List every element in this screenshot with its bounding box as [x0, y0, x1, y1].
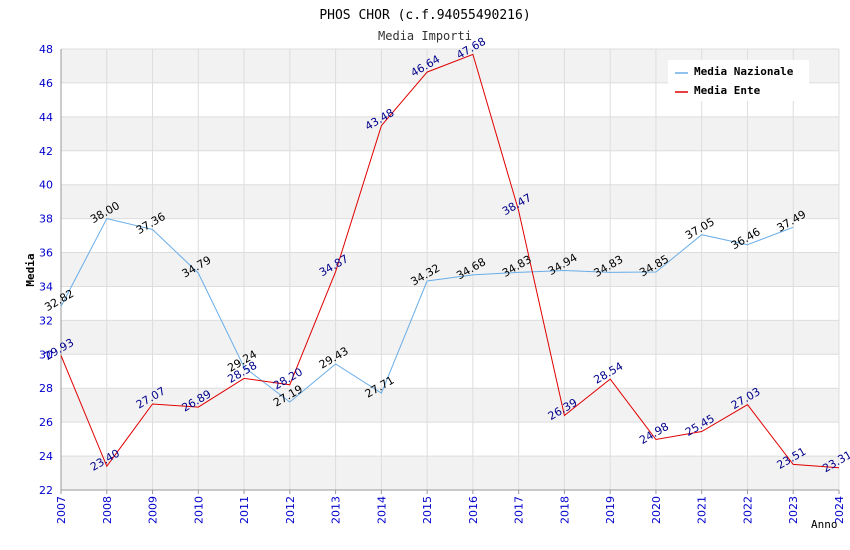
legend-box: [668, 60, 809, 101]
x-tick-label: 2009: [147, 496, 160, 524]
x-tick-label: 2011: [238, 496, 251, 524]
y-tick-label: 36: [39, 247, 53, 260]
y-tick-label: 38: [39, 213, 53, 226]
grid-band: [61, 456, 839, 490]
legend: Media Nazionale Media Ente: [668, 60, 809, 101]
data-label-media-ente: 29.93: [42, 336, 76, 363]
x-tick-label: 2016: [467, 496, 480, 524]
y-tick-label: 32: [39, 314, 53, 327]
x-tick-label: 2008: [101, 496, 114, 524]
chart-title: PHOS CHOR (c.f.94055490216): [319, 8, 530, 23]
data-label-media-nazionale: 37.05: [683, 215, 717, 242]
x-tick-label: 2010: [192, 496, 205, 524]
x-tick-label: 2022: [741, 496, 754, 524]
x-tick-label: 2017: [513, 496, 526, 524]
x-tick-label: 2020: [650, 496, 663, 524]
grid-band: [61, 388, 839, 423]
x-tick-label: 2013: [330, 496, 343, 524]
x-tick-label: 2021: [696, 496, 709, 524]
grid-band: [61, 116, 839, 151]
data-label-media-nazionale: 36.46: [729, 225, 763, 252]
grid-band: [61, 320, 839, 355]
axes: [60, 49, 840, 494]
y-tick-label: 40: [39, 179, 53, 192]
chart-subtitle: Media Importi: [378, 29, 472, 43]
grid-band: [61, 184, 839, 219]
x-tick-label: 2015: [421, 496, 434, 524]
x-tick-label: 2014: [375, 496, 388, 524]
data-label-media-ente: 28.54: [592, 360, 626, 387]
series-line-media-nazionale: [60, 218, 794, 403]
data-label-media-ente: 24.98: [637, 420, 671, 447]
y-axis-label: Media: [24, 253, 37, 286]
y-tick-label: 22: [39, 484, 53, 497]
y-tick-labels: 22 24 26 28 30 32 34 36 38 40 42 44 46 48: [39, 43, 53, 497]
x-tick-label: 2012: [284, 496, 297, 524]
y-tick-label: 48: [39, 43, 53, 56]
x-tick-label: 2007: [55, 496, 68, 524]
legend-label-media-ente: Media Ente: [694, 84, 761, 97]
x-tick-labels: 2007 2008 2009 2010 2011 2012 2013 2014 2015 2016…: [55, 496, 846, 524]
grid-band: [61, 252, 839, 287]
y-tick-label: 46: [39, 77, 53, 90]
x-tick-label: 2024: [833, 496, 846, 524]
y-tick-label: 30: [39, 348, 53, 361]
x-tick-label: 2018: [558, 496, 571, 524]
x-axis-label: Anno: [811, 518, 838, 531]
y-tick-label: 26: [39, 416, 53, 429]
y-tick-label: 42: [39, 145, 53, 158]
y-tick-label: 34: [39, 280, 53, 293]
y-tick-label: 28: [39, 382, 53, 395]
x-tick-label: 2019: [604, 496, 617, 524]
x-tick-label: 2023: [787, 496, 800, 524]
series-lines: [60, 53, 840, 469]
grid-bands: [61, 49, 839, 490]
y-tick-label: 44: [39, 111, 53, 124]
legend-label-media-nazionale: Media Nazionale: [694, 65, 794, 78]
y-tick-label: 24: [39, 450, 53, 463]
series-line-media-ente: [60, 53, 840, 469]
